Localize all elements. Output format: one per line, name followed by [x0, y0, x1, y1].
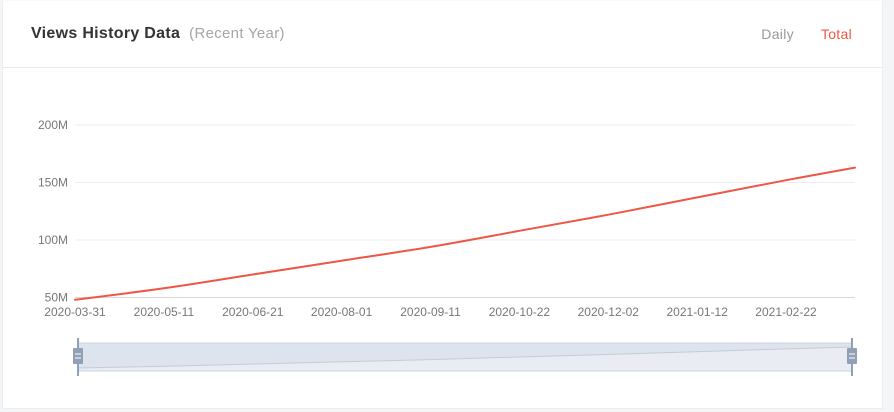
slider-right-handle[interactable] — [847, 338, 857, 376]
range-slider — [73, 338, 857, 376]
panel-title: Views History Data — [31, 25, 181, 42]
y-axis-label: 100M — [38, 233, 68, 247]
tab-daily[interactable]: Daily — [761, 26, 794, 42]
axis-labels: 50M 100M 150M 200M 2020-03-31 2020-05-11 2020-… — [38, 118, 817, 319]
y-axis-label: 50M — [45, 291, 68, 305]
views-history-card: Views History Data (Recent Year) Daily T… — [2, 0, 883, 409]
x-axis-label: 2021-01-12 — [667, 305, 729, 319]
view-mode-tabs: Daily Total — [761, 26, 852, 42]
y-axis-label: 200M — [38, 118, 68, 132]
x-axis-label: 2020-10-22 — [489, 305, 551, 319]
x-axis-label: 2020-12-02 — [578, 305, 640, 319]
title-wrap: Views History Data (Recent Year) — [31, 25, 285, 43]
slider-data-shadow-line — [77, 346, 853, 369]
tab-total[interactable]: Total — [820, 26, 852, 42]
x-axis-label: 2020-05-11 — [134, 305, 195, 319]
panel-subtitle: (Recent Year) — [189, 25, 285, 42]
x-axis-label: 2020-09-11 — [400, 305, 461, 319]
x-axis-label: 2021-02-22 — [755, 305, 817, 319]
plot-area[interactable] — [75, 110, 855, 298]
x-axis-label: 2020-03-31 — [44, 305, 106, 319]
slider-left-handle[interactable] — [73, 338, 83, 376]
x-axis-label: 2020-06-21 — [222, 305, 284, 319]
y-axis-label: 150M — [38, 176, 68, 190]
x-axis-label: 2020-08-01 — [311, 305, 373, 319]
card-header: Views History Data (Recent Year) Daily T… — [3, 1, 882, 68]
total-views-line[interactable] — [74, 166, 856, 301]
